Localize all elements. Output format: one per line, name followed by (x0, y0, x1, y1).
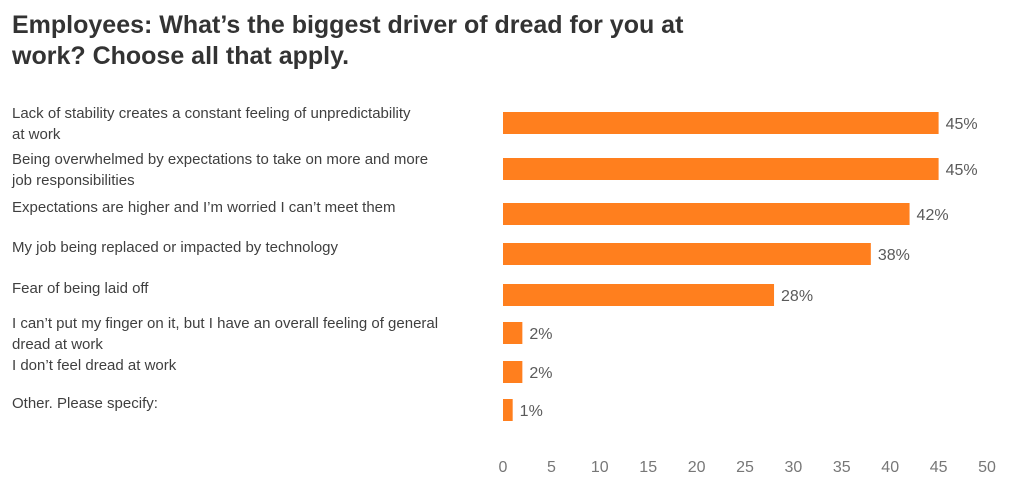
value-labels-layer: 45% 45% 42% 38% 28% 2% 2% 1% (520, 116, 978, 420)
bar-value-label: 45% (946, 116, 978, 133)
bar-value-label: 42% (917, 207, 949, 224)
bar-value-label: 38% (878, 247, 910, 264)
x-tick-label: 5 (547, 459, 556, 476)
category-label: Expectations are higher and I’m worried … (12, 199, 396, 216)
category-label: Fear of being laid off (12, 280, 149, 297)
x-tick-label: 10 (591, 459, 609, 476)
x-tick-label: 20 (688, 459, 706, 476)
category-label: Lack of stability creates a constant fee… (12, 105, 411, 143)
bar (503, 243, 871, 265)
x-tick-label: 40 (881, 459, 899, 476)
x-tick-label: 15 (639, 459, 657, 476)
x-tick-label: 35 (833, 459, 851, 476)
bar (503, 284, 775, 306)
bar (503, 322, 523, 344)
bar-value-label: 1% (520, 403, 543, 420)
category-label: Other. Please specify: (12, 395, 158, 412)
bar (503, 361, 523, 383)
bar-value-label: 28% (781, 288, 813, 305)
category-label: I can’t put my finger on it, but I have … (12, 315, 438, 353)
category-label: My job being replaced or impacted by tec… (12, 239, 339, 256)
x-axis-ticks: 0 5 10 15 20 25 30 35 40 45 50 (499, 459, 996, 476)
x-tick-label: 0 (499, 459, 508, 476)
bar-value-label: 45% (946, 162, 978, 179)
category-labels-layer: Lack of stability creates a constant fee… (11, 105, 438, 412)
x-tick-label: 50 (978, 459, 996, 476)
bar (503, 158, 939, 180)
bar-value-label: 2% (529, 326, 552, 343)
category-label: I don’t feel dread at work (12, 357, 177, 374)
x-tick-label: 45 (930, 459, 948, 476)
x-tick-label: 25 (736, 459, 754, 476)
bar (503, 112, 939, 134)
bar (503, 399, 513, 421)
x-tick-label: 30 (785, 459, 803, 476)
bars-layer (503, 112, 939, 421)
chart-title: Employees: What’s the biggest driver of … (12, 11, 684, 70)
category-label: Being overwhelmed by expectations to tak… (11, 151, 428, 189)
bar-value-label: 2% (529, 365, 552, 382)
bar (503, 203, 910, 225)
